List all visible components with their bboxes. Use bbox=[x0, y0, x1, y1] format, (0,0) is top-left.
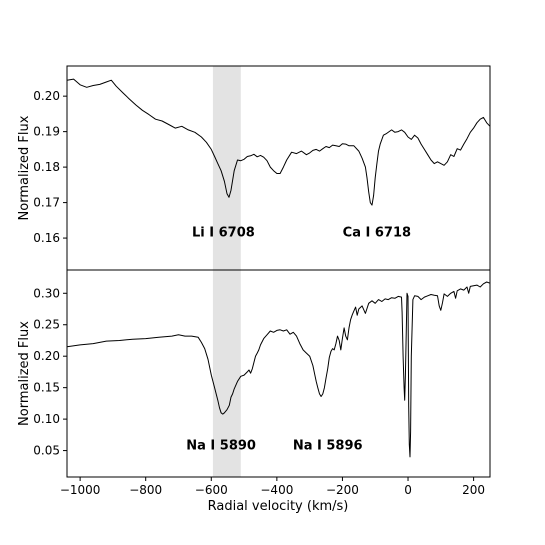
bottom-spectrum-line bbox=[66, 281, 491, 458]
top-y-tick-label: 0.16 bbox=[33, 231, 60, 245]
x-tick-label: −200 bbox=[326, 483, 359, 497]
bottom-y-tick-label: 0.10 bbox=[33, 412, 60, 426]
x-tick-label: −800 bbox=[129, 483, 162, 497]
top-y-tick-label: 0.18 bbox=[33, 160, 60, 174]
top-y-axis-label: Normalized Flux bbox=[17, 115, 32, 220]
highlight-band-layer bbox=[212, 66, 241, 477]
axes-frame-layer bbox=[66, 65, 491, 478]
line-annotation: Na I 5896 bbox=[293, 438, 363, 453]
top-y-tick-label: 0.19 bbox=[33, 125, 60, 139]
line-annotation: Ca I 6718 bbox=[343, 225, 411, 240]
bottom-y-tick-label: 0.05 bbox=[33, 444, 60, 458]
annotations-layer: Li I 6708 Ca I 6718 Na I 5890 Na I 5896 bbox=[186, 225, 411, 453]
x-tick-label: 200 bbox=[462, 483, 485, 497]
top-y-tick-label: 0.20 bbox=[33, 89, 60, 103]
bottom-y-tick-label: 0.25 bbox=[33, 318, 60, 332]
highlight-band bbox=[212, 66, 241, 477]
spectra-layer bbox=[66, 78, 491, 458]
x-tick-label: 0 bbox=[404, 483, 412, 497]
bottom-y-tick-label: 0.15 bbox=[33, 381, 60, 395]
x-tick-label: −400 bbox=[260, 483, 293, 497]
line-annotation: Li I 6708 bbox=[192, 225, 255, 240]
top-y-tick-label: 0.17 bbox=[33, 196, 60, 210]
x-tick-label: −1000 bbox=[60, 483, 101, 497]
line-annotation: Na I 5890 bbox=[186, 438, 256, 453]
bottom-y-tick-label: 0.20 bbox=[33, 349, 60, 363]
x-axis-label: Radial velocity (km/s) bbox=[208, 499, 349, 514]
top-spectrum-line bbox=[66, 78, 491, 206]
bottom-y-tick-label: 0.30 bbox=[33, 286, 60, 300]
x-tick-label: −600 bbox=[195, 483, 228, 497]
bottom-panel-frame bbox=[66, 269, 491, 478]
bottom-y-axis-label: Normalized Flux bbox=[17, 321, 32, 426]
